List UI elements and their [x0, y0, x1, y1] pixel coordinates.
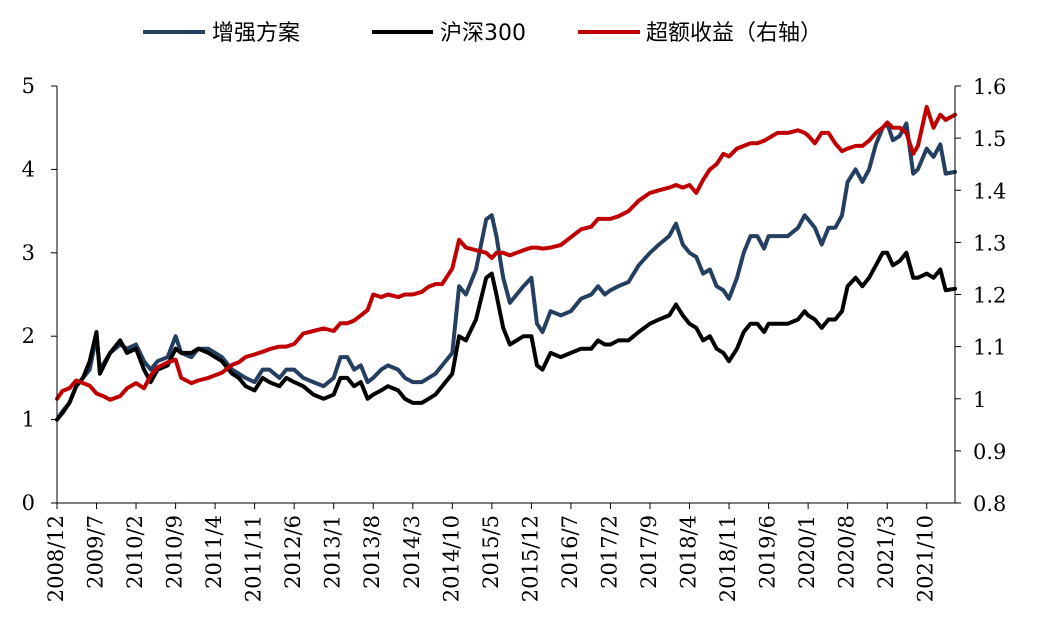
right-y-tick-label: 1.5 — [973, 127, 1006, 151]
right-y-tick-label: 1.3 — [973, 231, 1006, 255]
x-tick-label: 2013/8 — [360, 515, 384, 589]
legend-label-2: 超额收益（右轴） — [646, 21, 822, 46]
right-y-tick-label: 1 — [973, 388, 986, 412]
left-y-tick-label: 3 — [22, 241, 35, 265]
series-line-0 — [55, 121, 957, 422]
x-tick-label: 2021/3 — [874, 515, 898, 589]
x-tick-label: 2019/6 — [756, 515, 780, 589]
x-tick-label: 2011/4 — [202, 515, 226, 589]
legend-label-0: 增强方案 — [212, 21, 300, 46]
plot-area — [55, 104, 957, 422]
right-y-tick-label: 0.9 — [973, 440, 1006, 464]
x-tick-label: 2014/10 — [439, 515, 463, 602]
x-tick-label: 2017/2 — [597, 515, 621, 589]
axes: 0 1 2 3 4 5 0.8 0.9 1 1.1 1.2 1.3 1.4 1.5 1.6 2008/12 20… — [22, 74, 1007, 602]
x-tick-label: 2009/7 — [84, 515, 108, 589]
x-tick-label: 2008/12 — [44, 515, 68, 602]
left-y-tick-label: 5 — [22, 74, 35, 98]
x-tick-label: 2018/4 — [677, 515, 701, 589]
x-tick-label: 2012/6 — [281, 515, 305, 589]
x-tick-label: 2020/8 — [835, 515, 859, 589]
x-tick-label: 2015/12 — [518, 515, 542, 602]
left-y-tick-label: 2 — [22, 324, 35, 348]
x-tick-label: 2021/10 — [914, 515, 938, 602]
right-y-tick-label: 0.8 — [973, 492, 1006, 516]
right-y-tick-label: 1.4 — [973, 179, 1006, 203]
right-y-tick-label: 1.6 — [973, 75, 1006, 99]
legend: 增强方案 沪深300 超额收益（右轴） — [143, 21, 822, 46]
left-y-tick-label: 0 — [22, 491, 35, 515]
x-tick-label: 2011/11 — [242, 515, 266, 602]
left-y-tick-label: 1 — [22, 408, 35, 432]
right-y-tick-label: 1.1 — [973, 336, 1006, 360]
x-tick-label: 2020/1 — [795, 515, 819, 589]
x-tick-label: 2016/7 — [558, 515, 582, 589]
x-tick-label: 2018/11 — [716, 515, 740, 602]
x-tick-label: 2017/9 — [637, 515, 661, 589]
x-tick-label: 2010/2 — [123, 515, 147, 589]
series-line-1 — [55, 250, 957, 422]
x-tick-label: 2013/1 — [321, 515, 345, 589]
left-y-tick-label: 4 — [22, 157, 35, 181]
legend-label-1: 沪深300 — [440, 21, 526, 46]
x-tick-label: 2014/3 — [400, 515, 424, 589]
series-line-2 — [55, 104, 957, 402]
x-tick-label: 2010/9 — [163, 515, 187, 589]
right-y-tick-label: 1.2 — [973, 284, 1006, 308]
x-tick-label: 2015/5 — [479, 515, 503, 589]
